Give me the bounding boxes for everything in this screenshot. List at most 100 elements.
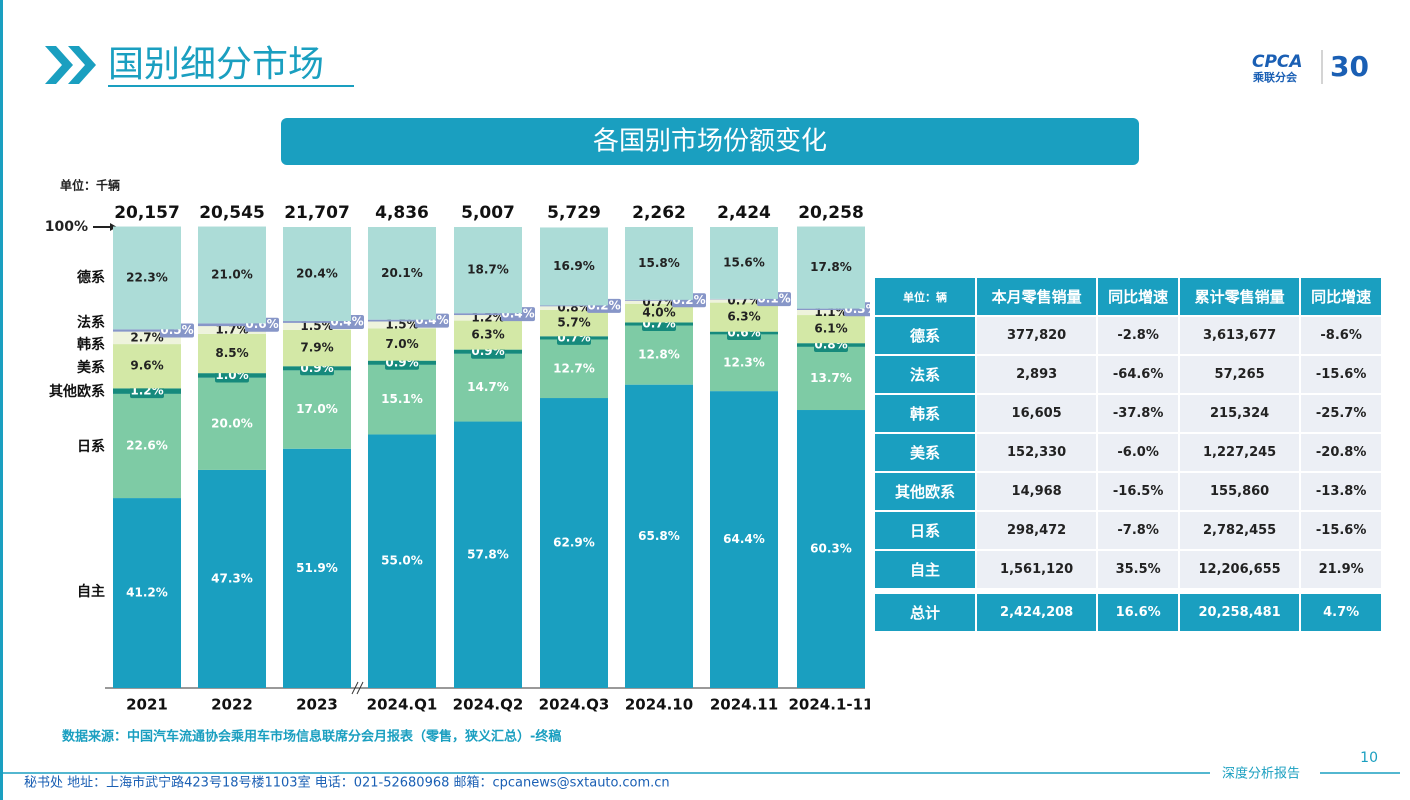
data-label: 9.6% xyxy=(130,359,163,373)
bar-segment xyxy=(797,308,865,310)
data-label: 55.0% xyxy=(381,554,423,568)
table-cell: -16.5% xyxy=(1096,471,1180,512)
bar-segment xyxy=(368,319,436,322)
total-label: 20,157 xyxy=(114,203,180,223)
table-cell: -64.6% xyxy=(1096,354,1180,395)
bar-segment xyxy=(710,334,778,392)
data-label: 12.3% xyxy=(723,355,765,369)
table-row: 其他欧系 14,968 -16.5% 155,860 -13.8% xyxy=(873,471,1383,512)
left-edge xyxy=(0,0,3,800)
data-label: 7.0% xyxy=(385,337,418,351)
x-tick-label: 2024.10 xyxy=(625,696,693,714)
table-cell: 同比增速 xyxy=(1096,276,1180,317)
bar-segment xyxy=(113,393,181,499)
data-label: 15.8% xyxy=(638,256,680,270)
table-row: 总计 2,424,208 16.6% 20,258,481 4.7% xyxy=(873,592,1383,633)
bar-segment xyxy=(797,315,865,344)
bar-segment xyxy=(540,227,608,306)
axis-break xyxy=(351,681,359,695)
table-cell: 德系 xyxy=(873,315,977,356)
total-label: 20,258 xyxy=(798,203,864,223)
table-cell: 57,265 xyxy=(1177,354,1302,395)
table-cell: 总计 xyxy=(873,592,977,633)
table-cell: 同比增速 xyxy=(1299,276,1383,317)
bar-segment xyxy=(113,329,181,332)
sales-table: 单位：辆 本月零售销量 同比增速 累计零售销量 同比增速 德系 377,820 -2.8% 3,… xyxy=(873,276,1383,633)
legend-label: 自主 xyxy=(77,583,105,600)
data-label: 2.7% xyxy=(130,330,163,344)
bar-segment xyxy=(198,323,266,327)
table-cell: 298,472 xyxy=(974,510,1099,551)
bar-segment xyxy=(283,321,351,323)
data-label: 18.7% xyxy=(467,263,509,277)
x-tick-label: 2021 xyxy=(126,696,168,714)
table-gap-cell xyxy=(873,588,1383,594)
legend-label: 德系 xyxy=(77,269,105,286)
unit-label: 单位：千辆 xyxy=(60,178,120,193)
bar-segment xyxy=(198,326,266,334)
data-label: 64.4% xyxy=(723,532,765,546)
page-number: 10 xyxy=(1360,750,1378,766)
bar-segment xyxy=(710,391,778,688)
table-cell: 16.6% xyxy=(1096,592,1180,633)
table-cell: -2.8% xyxy=(1096,315,1180,356)
data-label: 22.6% xyxy=(126,438,168,452)
bar-segment xyxy=(113,226,181,330)
bar-segment xyxy=(198,377,266,470)
table-cell: 自主 xyxy=(873,549,977,590)
data-label: 20.0% xyxy=(211,416,253,430)
chart: 单位：千辆 100%41.2%22.6%1.2%9.6%2.7%0.5%22.3… xyxy=(45,178,870,714)
bar-segment xyxy=(454,315,522,321)
table-row: 韩系 16,605 -37.8% 215,324 -25.7% xyxy=(873,393,1383,434)
x-tick-label: 2022 xyxy=(211,696,253,714)
source: 数据来源：中国汽车流通协会乘用车市场信息联席分会月报表（零售，狭义汇总）-终稿 xyxy=(62,729,561,745)
footer-address: 秘书处 地址：上海市武宁路423号18号楼1103室 电话：021-526809… xyxy=(24,775,670,791)
table-cell: 其他欧系 xyxy=(873,471,977,512)
bar-segment xyxy=(283,370,351,449)
data-label: 65.8% xyxy=(638,529,680,543)
data-label: 57.8% xyxy=(467,547,509,561)
bar-segment xyxy=(454,227,522,314)
bar-segment xyxy=(710,302,778,332)
bar-segment xyxy=(797,226,865,309)
table-cell: 2,782,455 xyxy=(1177,510,1302,551)
bar-segment xyxy=(454,320,522,350)
bar-segment xyxy=(540,339,608,399)
legend-label: 法系 xyxy=(77,314,105,331)
bar-segment xyxy=(368,434,436,688)
bar-segment xyxy=(797,309,865,316)
data-label: 21.0% xyxy=(211,267,253,281)
table-cell: 累计零售销量 xyxy=(1177,276,1302,317)
table-cell: 1,227,245 xyxy=(1177,432,1302,473)
bar-segment xyxy=(113,344,181,389)
bar-segment xyxy=(710,227,778,299)
bar-segment xyxy=(113,498,181,688)
data-label: 20.4% xyxy=(296,267,338,281)
data-label: 15.6% xyxy=(723,255,765,269)
table-cell: 美系 xyxy=(873,432,977,473)
bar-segment xyxy=(625,384,693,688)
y-tick-label: 100% xyxy=(45,219,88,235)
logo: CPCA xyxy=(1252,52,1303,72)
bar-segment xyxy=(283,322,351,330)
table-cell: 2,893 xyxy=(974,354,1099,395)
bar-segment xyxy=(198,226,266,324)
legend-label: 其他欧系 xyxy=(49,383,105,400)
data-label: 17.8% xyxy=(810,260,852,274)
data-label: 6.1% xyxy=(814,322,847,336)
table-cell: 法系 xyxy=(873,354,977,395)
bar-segment xyxy=(198,469,266,688)
legend-label: 日系 xyxy=(77,438,105,455)
x-tick-label: 2023 xyxy=(296,696,338,714)
bar-segment xyxy=(283,448,351,688)
total-label: 20,545 xyxy=(199,203,265,223)
data-label: 4.0% xyxy=(642,306,675,320)
table-row: 美系 152,330 -6.0% 1,227,245 -20.8% xyxy=(873,432,1383,473)
table-cell: -25.7% xyxy=(1299,393,1383,434)
bar-segment xyxy=(368,364,436,435)
total-label: 5,007 xyxy=(461,203,515,223)
data-label: 12.7% xyxy=(553,361,595,375)
logo-sub: 乘联分会 xyxy=(1252,70,1298,84)
table-row: 单位：辆 本月零售销量 同比增速 累计零售销量 同比增速 xyxy=(873,276,1383,317)
